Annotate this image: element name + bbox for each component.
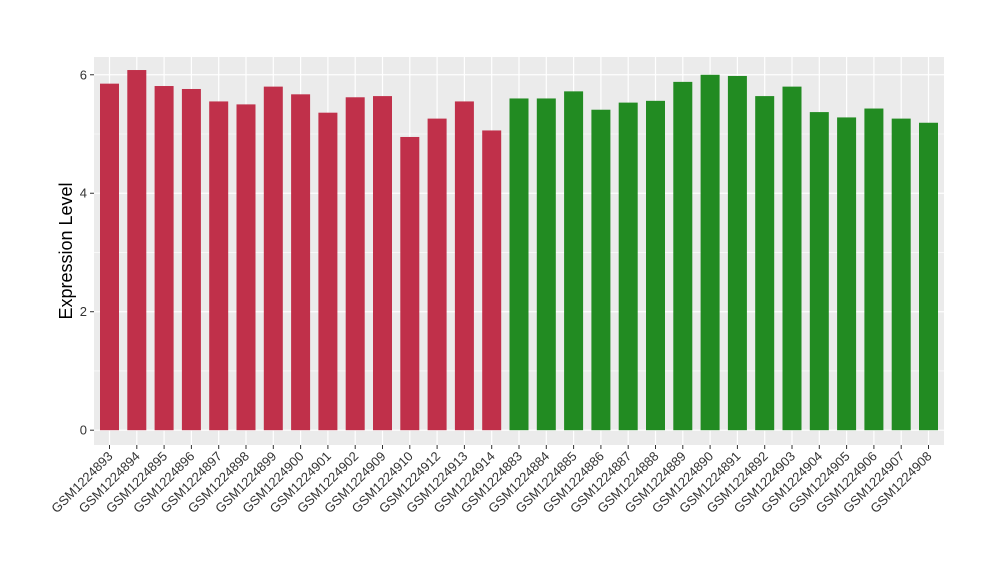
bar — [755, 96, 775, 431]
bar — [646, 100, 665, 431]
bar — [100, 83, 119, 431]
bar — [236, 104, 256, 431]
bar — [536, 98, 556, 431]
bar — [427, 118, 447, 431]
bar — [700, 74, 720, 431]
bar — [618, 102, 638, 431]
y-tick-label: 2 — [80, 304, 87, 319]
y-axis-title: Expression Level — [56, 182, 76, 319]
bar — [209, 101, 229, 431]
bar — [809, 112, 829, 431]
y-tick-label: 0 — [80, 423, 87, 438]
bar — [482, 130, 502, 431]
bar — [263, 86, 283, 431]
bar — [564, 91, 584, 431]
bar — [127, 70, 147, 431]
y-axis: 0 2 4 6 — [80, 67, 94, 438]
bar — [673, 81, 693, 431]
bar — [181, 88, 201, 431]
bar — [154, 86, 174, 431]
bar — [727, 75, 747, 431]
bar — [318, 112, 338, 431]
x-axis: GSM1224893GSM1224894GSM1224895GSM1224896… — [48, 445, 935, 516]
bar — [509, 98, 529, 431]
y-tick-label: 4 — [80, 186, 87, 201]
bar — [864, 108, 884, 431]
bar — [400, 136, 420, 431]
bar — [345, 97, 365, 431]
bar — [891, 118, 911, 431]
bar — [919, 122, 938, 431]
bar — [837, 117, 857, 431]
bar — [591, 109, 611, 431]
bar — [782, 86, 802, 431]
bar — [373, 96, 392, 431]
bar — [454, 101, 474, 431]
bar — [291, 94, 311, 431]
y-tick-label: 6 — [80, 67, 87, 82]
bars — [100, 70, 938, 431]
